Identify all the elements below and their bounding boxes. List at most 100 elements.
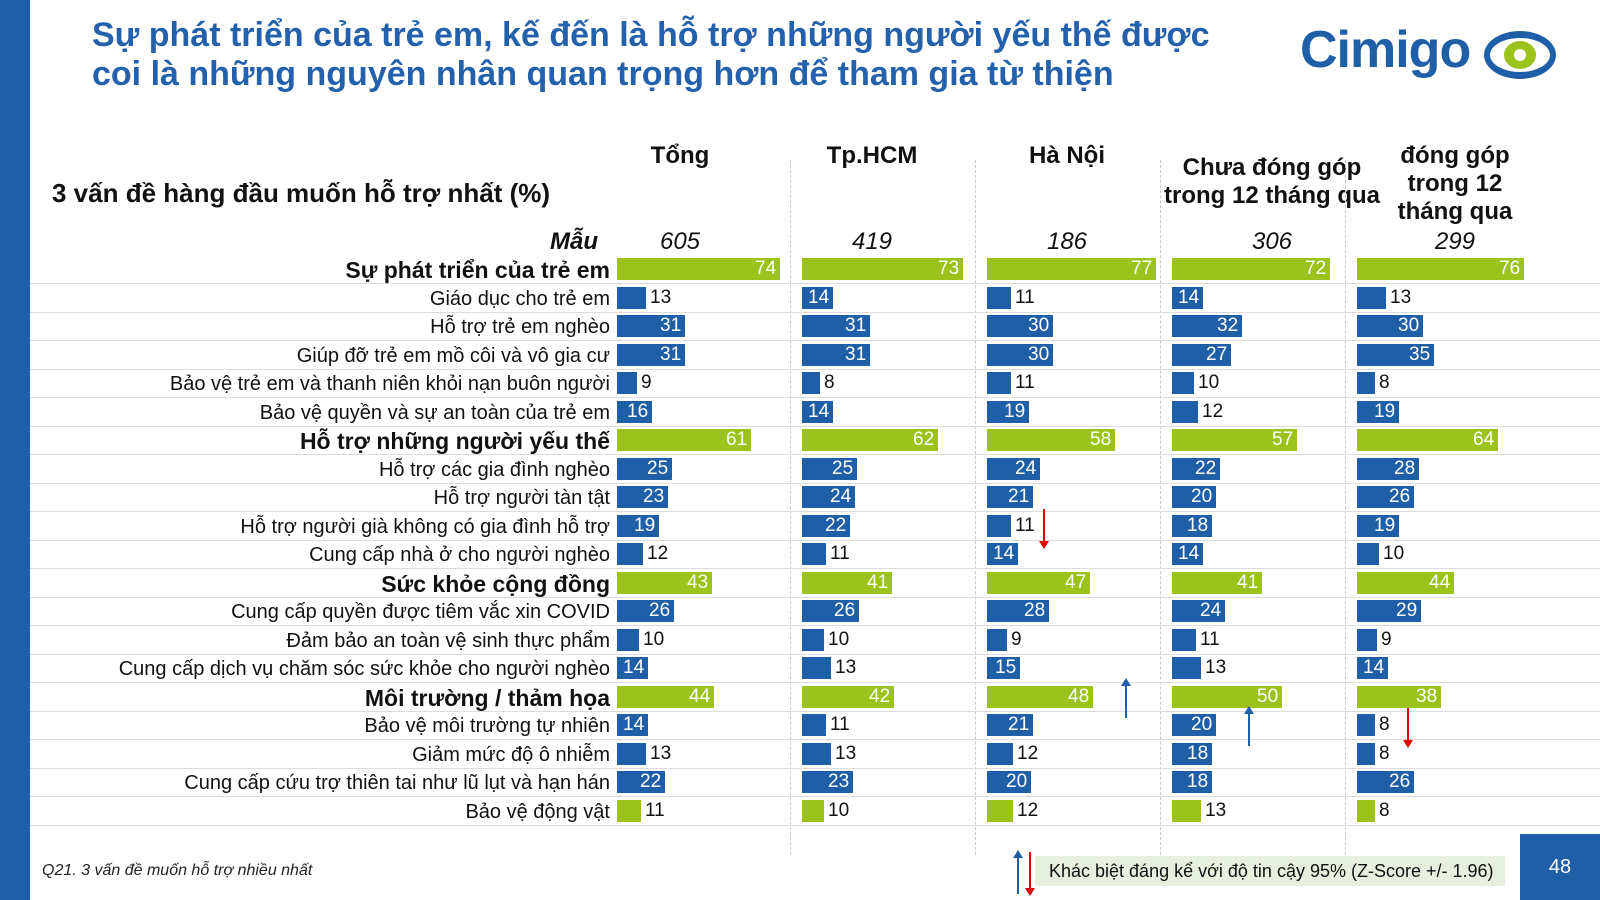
bar (617, 372, 637, 394)
row-separator (30, 767, 1600, 769)
data-label: 77 (1131, 258, 1153, 279)
data-label: 14 (623, 714, 645, 735)
bar (802, 685, 894, 708)
page-number: 48 (1520, 834, 1600, 900)
data-label: 74 (755, 258, 777, 279)
bar (802, 543, 826, 565)
bar (987, 771, 1031, 793)
row-label: Cung cấp cứu trợ thiên tai như lũ lụt và… (184, 772, 610, 794)
data-label: 11 (830, 714, 850, 735)
bar (802, 742, 831, 765)
bar (802, 771, 853, 793)
data-label: 26 (1389, 486, 1411, 507)
data-label: 30 (1028, 315, 1050, 336)
data-label: 8 (824, 372, 835, 393)
bar (617, 657, 648, 679)
data-label: 21 (1008, 486, 1030, 507)
bar (802, 657, 831, 679)
bar (802, 400, 833, 423)
bar (617, 457, 672, 480)
data-label: 27 (1206, 343, 1228, 365)
column-header: Tp.HCM (826, 142, 918, 169)
bar (987, 514, 1011, 537)
logo-text: Cimigo (1300, 21, 1471, 79)
data-label: 42 (869, 685, 891, 707)
sample-size: 306 (1251, 228, 1293, 255)
bar (987, 799, 1013, 822)
data-label: 21 (1008, 714, 1030, 735)
row-separator (30, 425, 1600, 427)
bar (802, 258, 963, 280)
bar (1172, 628, 1196, 651)
data-label: 11 (645, 799, 665, 821)
bar (987, 571, 1090, 594)
row-label: Cung cấp nhà ở cho người nghèo (309, 544, 610, 566)
bar (1357, 315, 1423, 337)
bar (802, 286, 833, 309)
bar (1357, 429, 1498, 451)
data-label: 48 (1068, 685, 1090, 707)
row-separator (30, 511, 1600, 512)
data-label: 14 (993, 543, 1015, 564)
data-label: 72 (1305, 258, 1327, 279)
data-label: 73 (938, 258, 960, 279)
row-separator (30, 653, 1600, 655)
row-label: Bảo vệ động vật (465, 800, 610, 823)
row-separator (30, 568, 1600, 569)
left-accent-stripe (0, 0, 30, 900)
column-divider (975, 160, 976, 855)
data-label: 12 (647, 543, 669, 564)
bar (617, 315, 685, 337)
bar (1357, 543, 1379, 565)
bar (1172, 571, 1262, 594)
row-label: Giảm mức độ ô nhiễm (412, 743, 610, 766)
data-label: 61 (726, 429, 748, 450)
row-label: Giáo dục cho trẻ em (429, 287, 610, 310)
data-label: 18 (1187, 771, 1209, 792)
row-separator (30, 625, 1600, 626)
bar (802, 600, 859, 622)
bar (987, 372, 1011, 394)
bar (802, 714, 826, 736)
data-label: 11 (1200, 628, 1220, 650)
bar (1172, 372, 1194, 394)
data-label: 24 (1200, 600, 1222, 621)
column-header: Chưa đóng góp trong 12 tháng qua (1164, 154, 1380, 209)
bar (617, 400, 652, 423)
bar (1172, 600, 1225, 622)
data-label: 13 (1205, 657, 1227, 678)
data-label: 30 (1398, 315, 1420, 336)
bar (617, 742, 646, 765)
row-label: Cung cấp dịch vụ chăm sóc sức khỏe cho n… (118, 658, 610, 680)
data-label: 14 (623, 657, 645, 678)
bar (1357, 799, 1375, 822)
row-label: Bảo vệ môi trường tự nhiên (364, 715, 610, 737)
data-label: 10 (828, 628, 850, 650)
data-label: 47 (1065, 571, 1087, 593)
arrow-up-icon (1121, 677, 1131, 718)
data-label: 38 (1416, 685, 1438, 707)
sample-size: 299 (1434, 228, 1476, 255)
data-label: 30 (1028, 343, 1050, 365)
category-label: Môi trường / thảm họa (364, 684, 610, 711)
bar (802, 799, 824, 822)
bar (1357, 714, 1375, 736)
data-label: 19 (1374, 400, 1396, 422)
bar (987, 685, 1093, 708)
row-separator (30, 682, 1600, 683)
bar (1357, 685, 1441, 708)
data-label: 18 (1187, 742, 1209, 764)
bar (987, 486, 1033, 508)
data-label: 14 (1363, 657, 1385, 678)
bar (987, 315, 1053, 337)
bar (987, 343, 1053, 366)
bar (987, 714, 1033, 736)
data-label: 19 (634, 514, 656, 536)
bar (802, 514, 850, 537)
bar (617, 486, 668, 508)
bar (617, 799, 641, 822)
bar (1172, 400, 1198, 423)
sample-size: 605 (659, 228, 701, 255)
page-title: Sự phát triển của trẻ em, kế đến là hỗ t… (92, 16, 1210, 93)
column-divider (1160, 160, 1161, 855)
